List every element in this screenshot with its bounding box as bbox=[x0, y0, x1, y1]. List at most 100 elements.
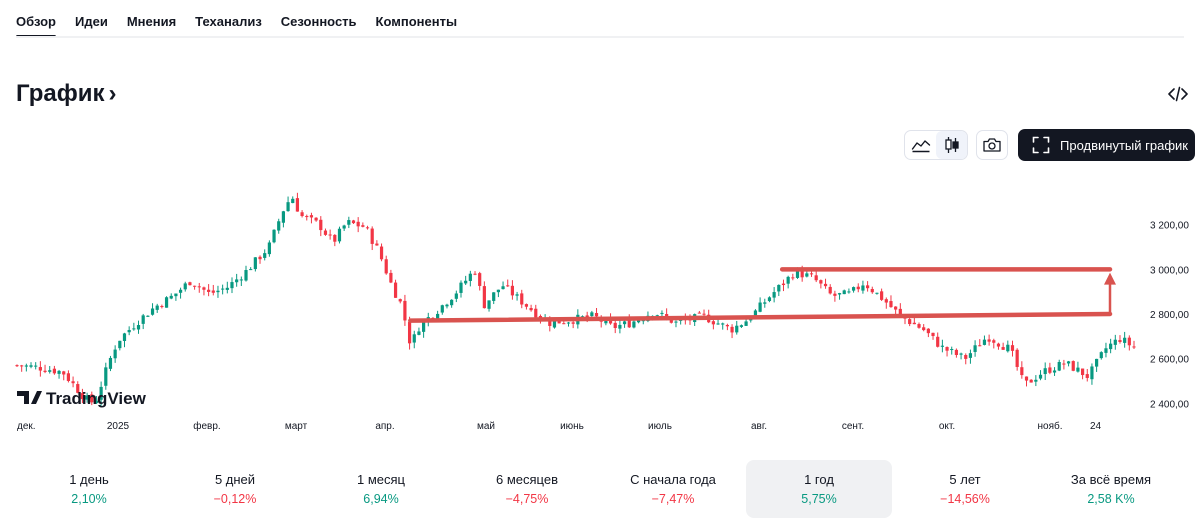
period-option[interactable]: За всё время 2,58 K% bbox=[1038, 460, 1184, 518]
advanced-chart-label: Продвинутый график bbox=[1060, 137, 1188, 153]
candle bbox=[113, 345, 117, 363]
period-change-value: 2,10% bbox=[71, 492, 107, 506]
candle bbox=[931, 332, 935, 340]
candle bbox=[945, 346, 949, 357]
candle bbox=[305, 214, 309, 221]
chart-section-title[interactable]: График › bbox=[16, 80, 116, 108]
candle bbox=[291, 196, 295, 204]
tab-opinions[interactable]: Мнения bbox=[126, 14, 177, 29]
price-tick-label: 2 400,00 bbox=[1150, 399, 1189, 410]
candle bbox=[721, 322, 725, 330]
candle bbox=[1109, 338, 1113, 354]
candle bbox=[861, 280, 865, 294]
candle bbox=[57, 369, 61, 379]
time-tick-label: сент. bbox=[842, 421, 864, 432]
period-change-value: 5,75% bbox=[801, 492, 837, 506]
candle bbox=[281, 210, 285, 228]
period-option[interactable]: 1 месяц 6,94% bbox=[308, 460, 454, 518]
candle bbox=[272, 229, 276, 244]
candle bbox=[1043, 362, 1047, 381]
candle bbox=[132, 322, 136, 331]
chart-style-toggle bbox=[904, 130, 968, 160]
chevron-right-icon: › bbox=[108, 80, 117, 107]
tab-ideas[interactable]: Идеи bbox=[75, 14, 108, 29]
candle bbox=[146, 315, 150, 317]
time-tick-label: нояб. bbox=[1037, 420, 1062, 432]
candle bbox=[566, 321, 571, 327]
candle bbox=[482, 281, 486, 309]
candle bbox=[20, 364, 24, 372]
candle bbox=[356, 217, 360, 233]
candle bbox=[384, 255, 388, 275]
candle bbox=[1099, 351, 1103, 360]
tab-technical-analysis[interactable]: Теханализ bbox=[195, 14, 262, 29]
price-chart[interactable]: 3 200,00 3 000,00 2 800,00 2 600,00 2 400,00… bbox=[0, 170, 1200, 440]
period-option[interactable]: 1 год 5,75% bbox=[746, 460, 892, 518]
candle bbox=[725, 323, 729, 331]
candle bbox=[1057, 359, 1061, 372]
candle bbox=[160, 304, 164, 309]
candle bbox=[870, 286, 874, 294]
candle bbox=[136, 320, 141, 334]
candle bbox=[1029, 379, 1033, 383]
candle bbox=[1006, 340, 1010, 353]
candle bbox=[1052, 367, 1057, 376]
watermark-text: TradingView bbox=[46, 389, 147, 408]
tab-components[interactable]: Компоненты bbox=[375, 14, 458, 29]
candle bbox=[730, 324, 734, 339]
candle bbox=[417, 327, 421, 336]
drawn-trend-line[interactable] bbox=[408, 311, 1113, 323]
candle bbox=[739, 324, 744, 329]
candle bbox=[197, 282, 201, 293]
candle bbox=[85, 392, 89, 403]
area-chart-button[interactable] bbox=[905, 131, 936, 159]
period-option[interactable]: С начала года −7,47% bbox=[600, 460, 746, 518]
drawn-arrow[interactable] bbox=[1104, 272, 1116, 314]
time-tick-label: апр. bbox=[375, 421, 394, 432]
tab-seasonality[interactable]: Сезонность bbox=[280, 14, 357, 29]
candle bbox=[884, 297, 888, 309]
candle bbox=[361, 222, 365, 228]
candle bbox=[104, 362, 108, 390]
candle bbox=[791, 273, 795, 281]
candle bbox=[71, 376, 75, 388]
advanced-chart-button[interactable]: Продвинутый график bbox=[1018, 129, 1195, 161]
period-option[interactable]: 6 месяцев −4,75% bbox=[454, 460, 600, 518]
candle bbox=[216, 285, 220, 298]
period-change-value: −14,56% bbox=[940, 492, 990, 506]
time-tick-label: июнь bbox=[560, 421, 584, 432]
candle bbox=[333, 234, 337, 247]
period-option[interactable]: 5 дней −0,12% bbox=[162, 460, 308, 518]
price-tick-label: 2 800,00 bbox=[1150, 310, 1189, 321]
snapshot-button[interactable] bbox=[976, 130, 1008, 160]
candle bbox=[992, 338, 996, 349]
time-axis: дек. 2025 февр. март апр. май июнь июль авг. сент… bbox=[17, 420, 1101, 432]
time-tick-label: дек. bbox=[17, 421, 36, 432]
price-tick-label: 3 000,00 bbox=[1150, 265, 1189, 276]
candle bbox=[221, 284, 225, 295]
time-tick-label: окт. bbox=[939, 421, 955, 432]
candle bbox=[309, 212, 314, 224]
candle bbox=[412, 330, 416, 349]
candle bbox=[492, 292, 496, 305]
candle bbox=[127, 326, 131, 336]
candle bbox=[552, 320, 557, 329]
candles-chart-button[interactable] bbox=[936, 131, 967, 159]
candle bbox=[1010, 340, 1015, 357]
candle bbox=[258, 255, 262, 264]
candle bbox=[403, 294, 407, 326]
candle bbox=[777, 284, 781, 297]
tab-overview[interactable]: Обзор bbox=[16, 0, 56, 38]
candle bbox=[267, 240, 271, 257]
period-option[interactable]: 5 лет −14,56% bbox=[892, 460, 1038, 518]
candle bbox=[459, 280, 463, 298]
candle bbox=[108, 355, 113, 372]
candle bbox=[847, 288, 851, 294]
period-option[interactable]: 1 день 2,10% bbox=[16, 460, 162, 518]
price-tick-label: 2 600,00 bbox=[1150, 355, 1189, 366]
candle bbox=[772, 287, 776, 303]
embed-code-icon[interactable] bbox=[1168, 86, 1188, 102]
candle bbox=[917, 322, 921, 329]
candle bbox=[94, 395, 99, 405]
candle bbox=[478, 271, 482, 291]
